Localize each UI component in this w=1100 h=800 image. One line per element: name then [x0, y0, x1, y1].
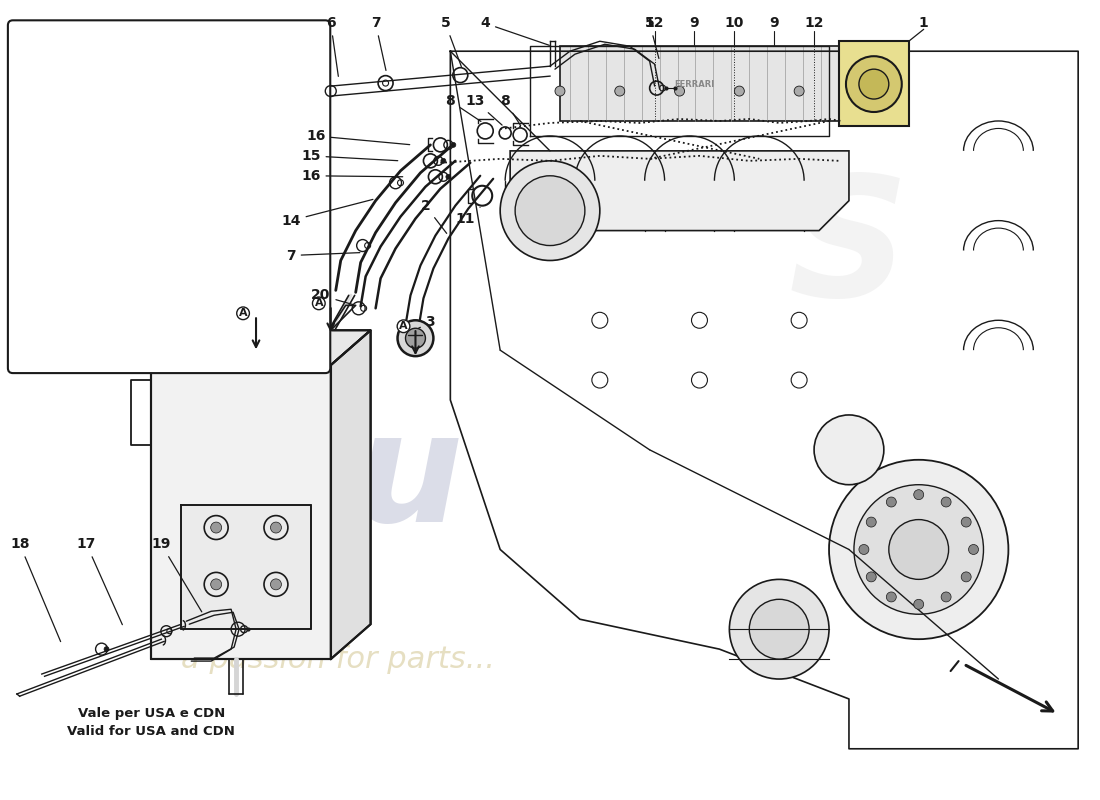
Circle shape — [556, 86, 565, 96]
Circle shape — [749, 599, 810, 659]
Circle shape — [674, 86, 684, 96]
Circle shape — [406, 328, 426, 348]
Circle shape — [814, 415, 883, 485]
Circle shape — [914, 490, 924, 500]
Circle shape — [887, 497, 896, 507]
Text: 4: 4 — [481, 16, 549, 46]
Text: 5: 5 — [645, 16, 659, 58]
Circle shape — [271, 579, 282, 590]
Text: eu: eu — [251, 406, 463, 554]
Polygon shape — [152, 365, 331, 659]
Text: 10: 10 — [725, 16, 744, 30]
Text: Vale per USA e CDN: Vale per USA e CDN — [78, 707, 226, 721]
FancyBboxPatch shape — [8, 20, 330, 373]
Polygon shape — [152, 330, 371, 365]
Circle shape — [735, 86, 745, 96]
Text: 12: 12 — [645, 16, 664, 30]
Circle shape — [914, 599, 924, 610]
Circle shape — [729, 579, 829, 679]
Text: 7: 7 — [286, 249, 360, 262]
Circle shape — [211, 522, 221, 533]
Text: 7: 7 — [371, 16, 386, 70]
Circle shape — [446, 174, 451, 179]
Text: 2: 2 — [420, 198, 447, 234]
Circle shape — [104, 646, 109, 652]
Bar — [839, 42, 909, 126]
Circle shape — [889, 519, 948, 579]
Text: 16: 16 — [301, 169, 403, 182]
Circle shape — [794, 86, 804, 96]
Text: 20: 20 — [311, 288, 353, 305]
Circle shape — [867, 572, 877, 582]
Text: S: S — [789, 169, 909, 332]
Circle shape — [397, 320, 433, 356]
Text: 15: 15 — [301, 149, 398, 163]
Text: Valid for USA and CDN: Valid for USA and CDN — [67, 726, 235, 738]
Circle shape — [829, 460, 1009, 639]
Text: 6: 6 — [326, 16, 339, 76]
Text: A: A — [239, 308, 248, 318]
Circle shape — [271, 522, 282, 533]
Circle shape — [846, 56, 902, 112]
Circle shape — [859, 545, 869, 554]
Text: 9: 9 — [690, 16, 700, 30]
Circle shape — [615, 86, 625, 96]
Circle shape — [867, 517, 877, 527]
Circle shape — [859, 69, 889, 99]
Text: 8: 8 — [500, 94, 520, 126]
Circle shape — [211, 579, 221, 590]
Circle shape — [968, 545, 979, 554]
Text: 19: 19 — [152, 538, 201, 612]
Text: 1: 1 — [918, 16, 928, 30]
Polygon shape — [510, 151, 849, 230]
Text: A: A — [399, 322, 408, 331]
Circle shape — [942, 497, 952, 507]
Text: A: A — [315, 298, 323, 308]
Text: 12: 12 — [804, 16, 824, 30]
Text: FERRARI: FERRARI — [674, 80, 715, 89]
Circle shape — [515, 176, 585, 246]
Text: 18: 18 — [10, 538, 60, 642]
Text: 17: 17 — [77, 538, 122, 625]
Text: 11: 11 — [455, 207, 480, 226]
Bar — [560, 46, 839, 121]
Polygon shape — [182, 505, 311, 630]
Circle shape — [500, 161, 600, 261]
Text: 14: 14 — [282, 199, 373, 228]
Text: a passion for parts...: a passion for parts... — [182, 645, 495, 674]
Polygon shape — [331, 330, 371, 659]
Circle shape — [887, 592, 896, 602]
Circle shape — [961, 517, 971, 527]
Circle shape — [961, 572, 971, 582]
Text: 13: 13 — [465, 94, 502, 125]
Text: 9: 9 — [769, 16, 779, 30]
Text: 16: 16 — [306, 129, 409, 145]
Text: 3: 3 — [418, 315, 436, 330]
Circle shape — [451, 142, 455, 147]
Circle shape — [942, 592, 952, 602]
Circle shape — [441, 158, 446, 163]
Text: 5: 5 — [440, 16, 461, 66]
Circle shape — [854, 485, 983, 614]
Text: 8: 8 — [446, 94, 481, 122]
